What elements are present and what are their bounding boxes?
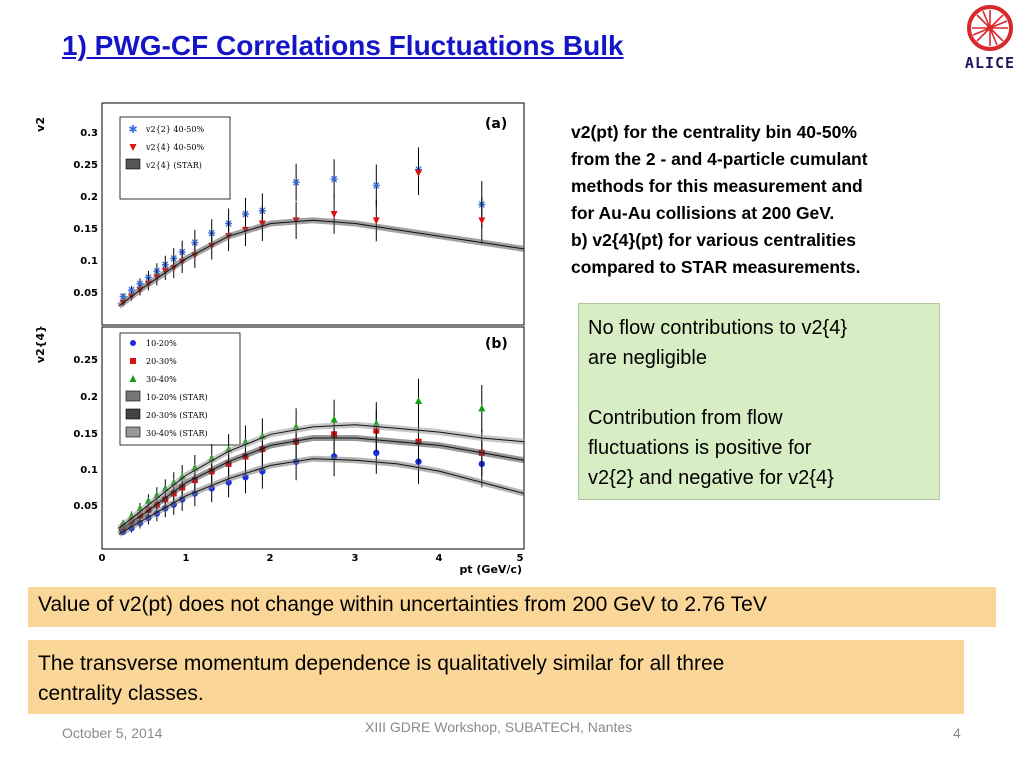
panel-a-tag: (a) [485, 116, 507, 132]
panel-b-ylabel: v2{4} [34, 325, 47, 363]
legend-label: 10-20% [146, 339, 177, 348]
legend-swatch [129, 375, 137, 382]
legend-label: 10-20% (STAR) [146, 393, 208, 402]
ytick-b-label: 0.15 [73, 429, 98, 440]
legend-swatch [130, 340, 136, 346]
xtick-label: 1 [183, 553, 190, 564]
legend-b-box [119, 332, 241, 446]
v2-plot-svg: (a) (b) v2 v2{4} 0.05 0.1 0.15 0.2 0.25 … [34, 102, 525, 576]
ytick-a-label: 0.15 [73, 224, 98, 235]
star-curve-1-3 [118, 458, 525, 535]
alice-star-icon [967, 5, 1013, 51]
legend-swatch [125, 158, 141, 170]
ytick-b-label: 0.05 [73, 501, 98, 512]
legend-swatch [125, 390, 141, 402]
star-curve-1-4 [118, 437, 525, 531]
data-point [331, 175, 338, 183]
conclusion-line: centrality classes. [38, 682, 204, 705]
xtick-label: 5 [517, 553, 524, 564]
conclusion-line: The transverse momentum dependence is qu… [38, 652, 725, 675]
xtick-label: 3 [352, 553, 359, 564]
data-point [372, 217, 380, 225]
ytick-a-label: 0.25 [73, 160, 98, 171]
data-point [128, 286, 135, 294]
legend-label: 30-40% (STAR) [146, 429, 208, 438]
data-point [373, 182, 380, 189]
flow-note-paragraph: No flow contributions to v2{4} are negli… [588, 313, 939, 373]
description-line: for Au-Au collisions at 200 GeV. [571, 203, 835, 223]
description-line: v2(pt) for the centrality bin 40-50% [571, 122, 857, 142]
legend-swatch: ✱ [128, 123, 137, 136]
flow-note-line: No flow contributions to v2{4} [588, 317, 848, 339]
legend-label: v2{4} (STAR) [145, 161, 202, 170]
panel-a-ylabel: v2 [34, 117, 47, 132]
data-point [330, 211, 338, 218]
legend-swatch [129, 144, 137, 151]
figure-description: v2(pt) for the centrality bin 40-50% fro… [571, 119, 971, 281]
alice-logo-text: ALICE [964, 54, 1016, 72]
conclusion-centrality-box: The transverse momentum dependence is qu… [28, 640, 964, 714]
description-line: compared to STAR measurements. [571, 257, 861, 277]
legend-label: v2{2} 40-50% [145, 125, 204, 134]
fluctuation-note-line: v2{2} and negative for v2{4} [588, 467, 834, 489]
fluctuation-note-line: Contribution from flow [588, 407, 783, 429]
data-point [478, 217, 486, 225]
panel-b-tag: (b) [485, 336, 508, 352]
v2-figure: (a) (b) v2 v2{4} 0.05 0.1 0.15 0.2 0.25 … [30, 95, 530, 580]
legend-label: v2{4} 40-50% [145, 143, 204, 152]
ytick-a-label: 0.3 [80, 128, 98, 139]
legend-a-box [119, 116, 231, 200]
data-point [478, 404, 486, 412]
data-point [136, 280, 144, 288]
xtick-label: 0 [99, 553, 106, 564]
data-point [415, 397, 422, 404]
data-point [415, 169, 422, 177]
legend-swatch [125, 408, 141, 420]
data-point [120, 293, 127, 300]
data-point [330, 415, 338, 423]
fluctuation-note-paragraph: Contribution from flow fluctuations is p… [588, 403, 939, 493]
footer-date: October 5, 2014 [62, 725, 163, 741]
footer-event: XIII GDRE Workshop, SUBATECH, Nantes [365, 719, 633, 735]
ytick-a-label: 0.2 [80, 192, 98, 203]
legend-swatch [125, 426, 141, 438]
description-line: b) v2{4}(pt) for various centralities [571, 230, 856, 250]
star-curve-1-5 [118, 424, 525, 529]
legend-label: 20-30% (STAR) [146, 411, 208, 420]
fluctuation-note-line: fluctuations is positive for [588, 437, 812, 459]
ytick-b-label: 0.2 [80, 392, 98, 403]
slide-title: 1) PWG-CF Correlations Fluctuations Bulk [62, 30, 624, 61]
data-point [373, 449, 380, 456]
ytick-a-label: 0.1 [80, 256, 98, 267]
data-point [293, 178, 300, 186]
legend-label: 20-30% [146, 357, 177, 366]
ytick-a-label: 0.05 [73, 288, 98, 299]
conclusion-energy-box: Value of v2(pt) does not change within u… [28, 587, 996, 627]
ytick-b-label: 0.25 [73, 355, 98, 366]
description-line: from the 2 - and 4-particle cumulant [571, 149, 868, 169]
legend-label: 30-40% [146, 375, 177, 384]
star-curve-0-2 [118, 219, 525, 307]
alice-logo: ALICE [960, 4, 1020, 76]
xtick-label: 4 [436, 553, 443, 564]
ytick-b-label: 0.1 [80, 465, 98, 476]
description-line: methods for this measurement and [571, 176, 863, 196]
flow-note-line: are negligible [588, 347, 707, 369]
page-number: 4 [953, 725, 961, 741]
xtick-label: 2 [267, 553, 274, 564]
legend-swatch [130, 358, 136, 364]
data-point [191, 239, 198, 246]
x-axis-label: pt (GeV/c) [459, 563, 522, 576]
flow-note-box: No flow contributions to v2{4} are negli… [578, 303, 940, 500]
